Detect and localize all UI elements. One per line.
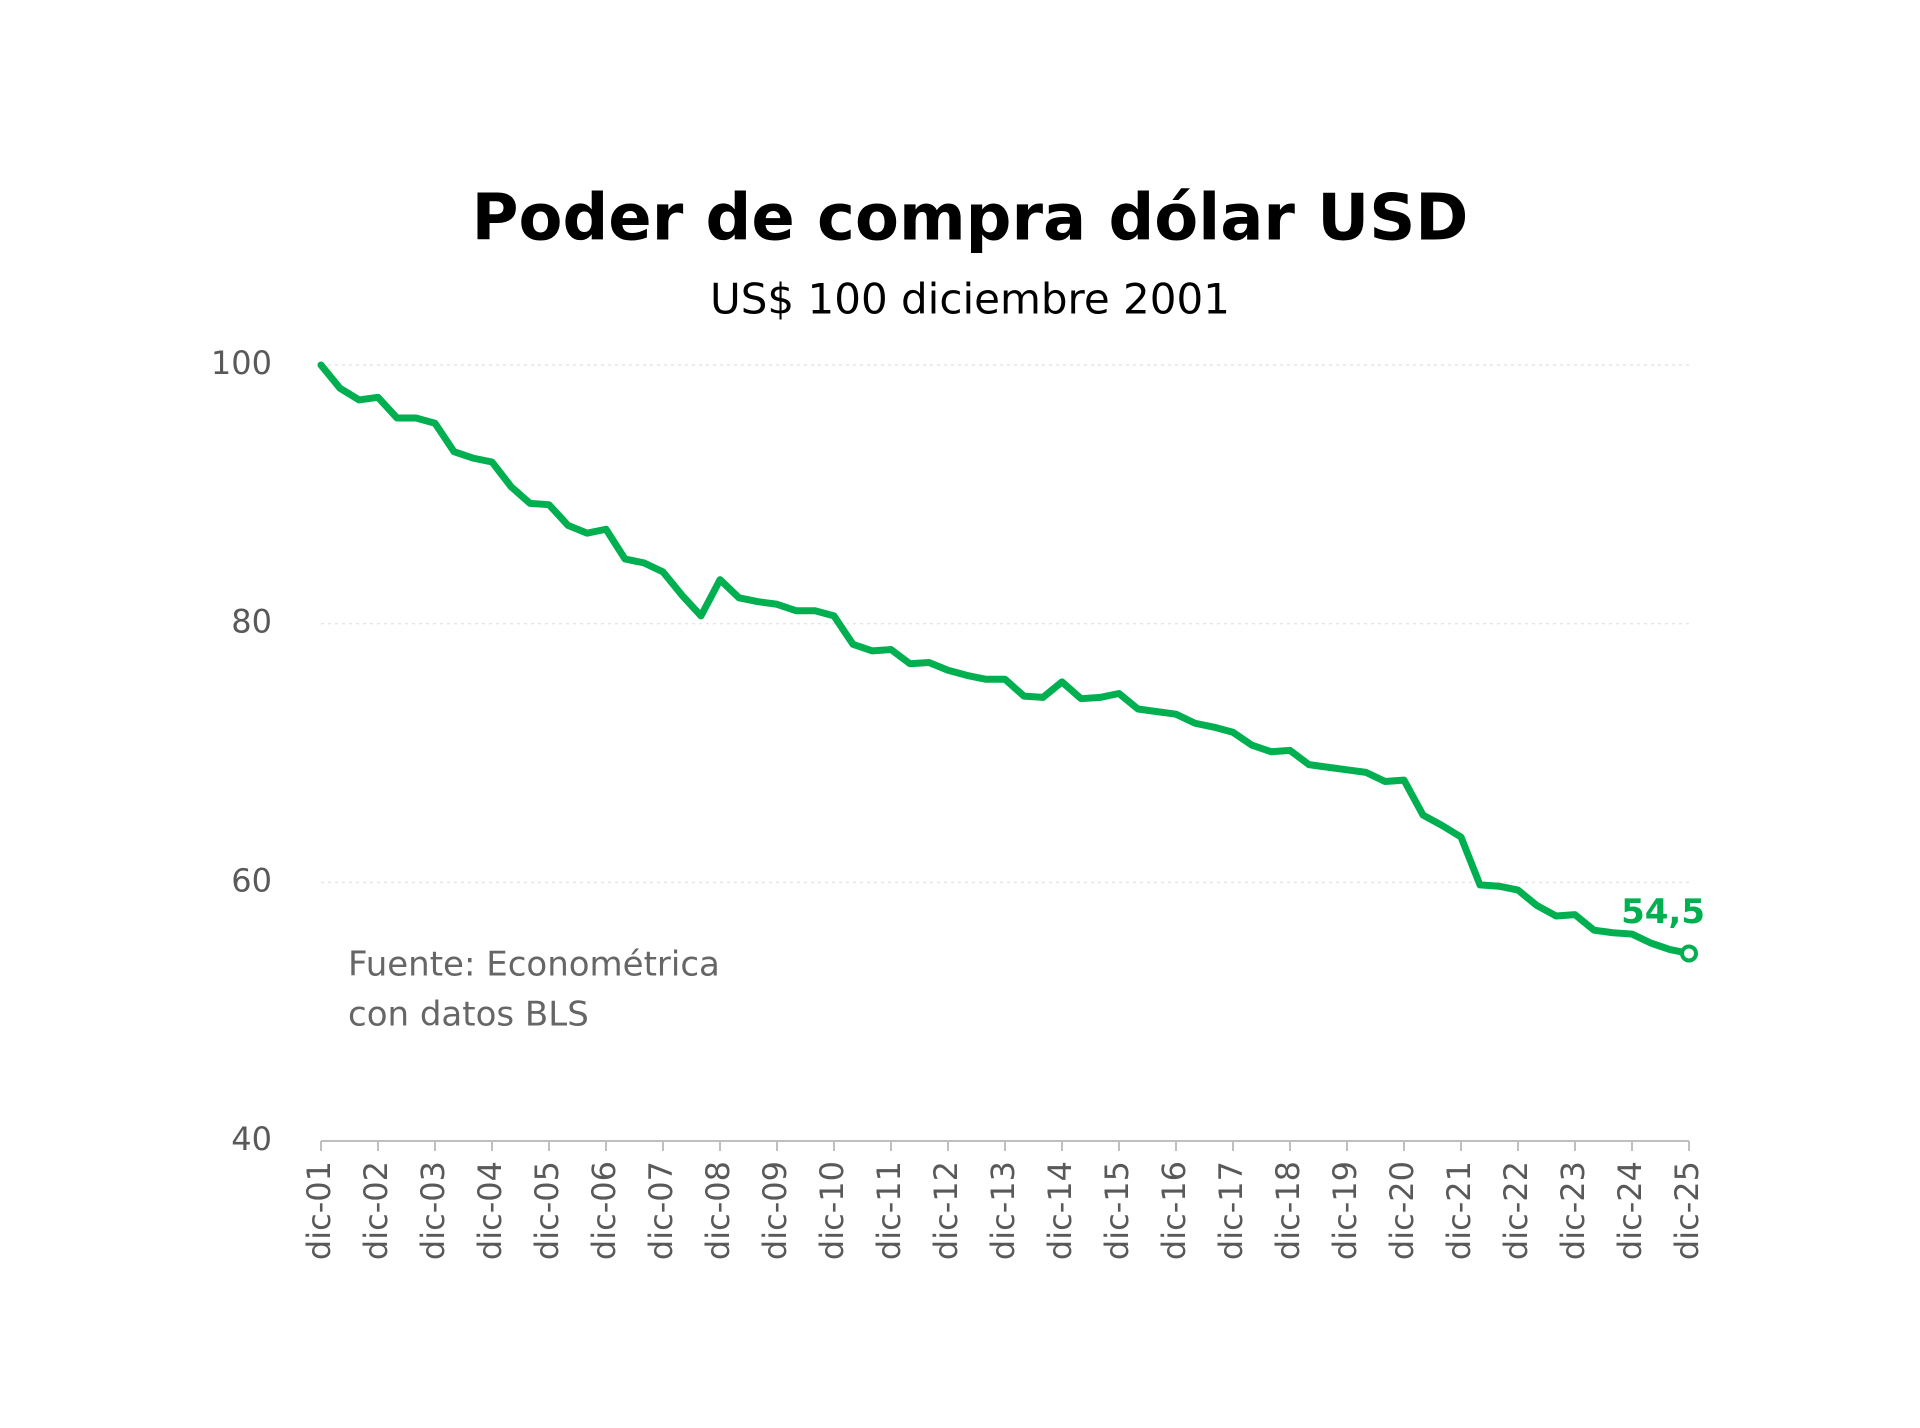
- x-tick-label: dic-14: [1041, 1161, 1079, 1260]
- x-tick-label: dic-18: [1269, 1161, 1307, 1260]
- y-tick-label: 60: [231, 861, 272, 899]
- x-tick-label: dic-08: [699, 1161, 737, 1260]
- x-tick-label: dic-22: [1497, 1161, 1535, 1260]
- x-tick-label: dic-09: [756, 1161, 794, 1260]
- x-tick-label: dic-21: [1440, 1161, 1478, 1260]
- x-tick-label: dic-17: [1212, 1161, 1250, 1260]
- chart-title: Poder de compra dólar USD: [472, 182, 1469, 256]
- source-note: Fuente: Econométrica: [348, 945, 720, 985]
- x-tick-label: dic-12: [927, 1161, 965, 1260]
- x-tick-label: dic-03: [414, 1161, 452, 1260]
- x-tick-label: dic-13: [984, 1161, 1022, 1260]
- x-tick-label: dic-05: [528, 1161, 566, 1260]
- x-tick-label: dic-16: [1155, 1161, 1193, 1260]
- x-tick-label: dic-10: [813, 1161, 851, 1260]
- data-label: 54,5: [1621, 892, 1705, 932]
- x-tick-label: dic-11: [870, 1161, 908, 1260]
- x-tick-label: dic-25: [1668, 1161, 1706, 1260]
- x-tick-label: dic-19: [1326, 1161, 1364, 1260]
- x-tick-label: dic-04: [471, 1161, 509, 1260]
- y-tick-label: 80: [231, 603, 272, 641]
- x-tick-label: dic-23: [1554, 1161, 1592, 1260]
- x-tick-label: dic-02: [357, 1161, 395, 1260]
- x-tick-label: dic-07: [642, 1161, 680, 1260]
- x-tick-label: dic-06: [585, 1161, 623, 1260]
- chart-subtitle: US$ 100 diciembre 2001: [710, 275, 1230, 324]
- x-tick-label: dic-20: [1383, 1161, 1421, 1260]
- y-tick-label: 40: [231, 1120, 272, 1158]
- x-tick-label: dic-01: [300, 1161, 338, 1260]
- source-note: con datos BLS: [348, 995, 589, 1035]
- x-tick-label: dic-15: [1098, 1161, 1136, 1260]
- end-marker: [1680, 944, 1698, 963]
- x-tick-label: dic-24: [1611, 1161, 1649, 1260]
- data-line: [317, 361, 1693, 957]
- y-tick-label: 100: [211, 344, 272, 382]
